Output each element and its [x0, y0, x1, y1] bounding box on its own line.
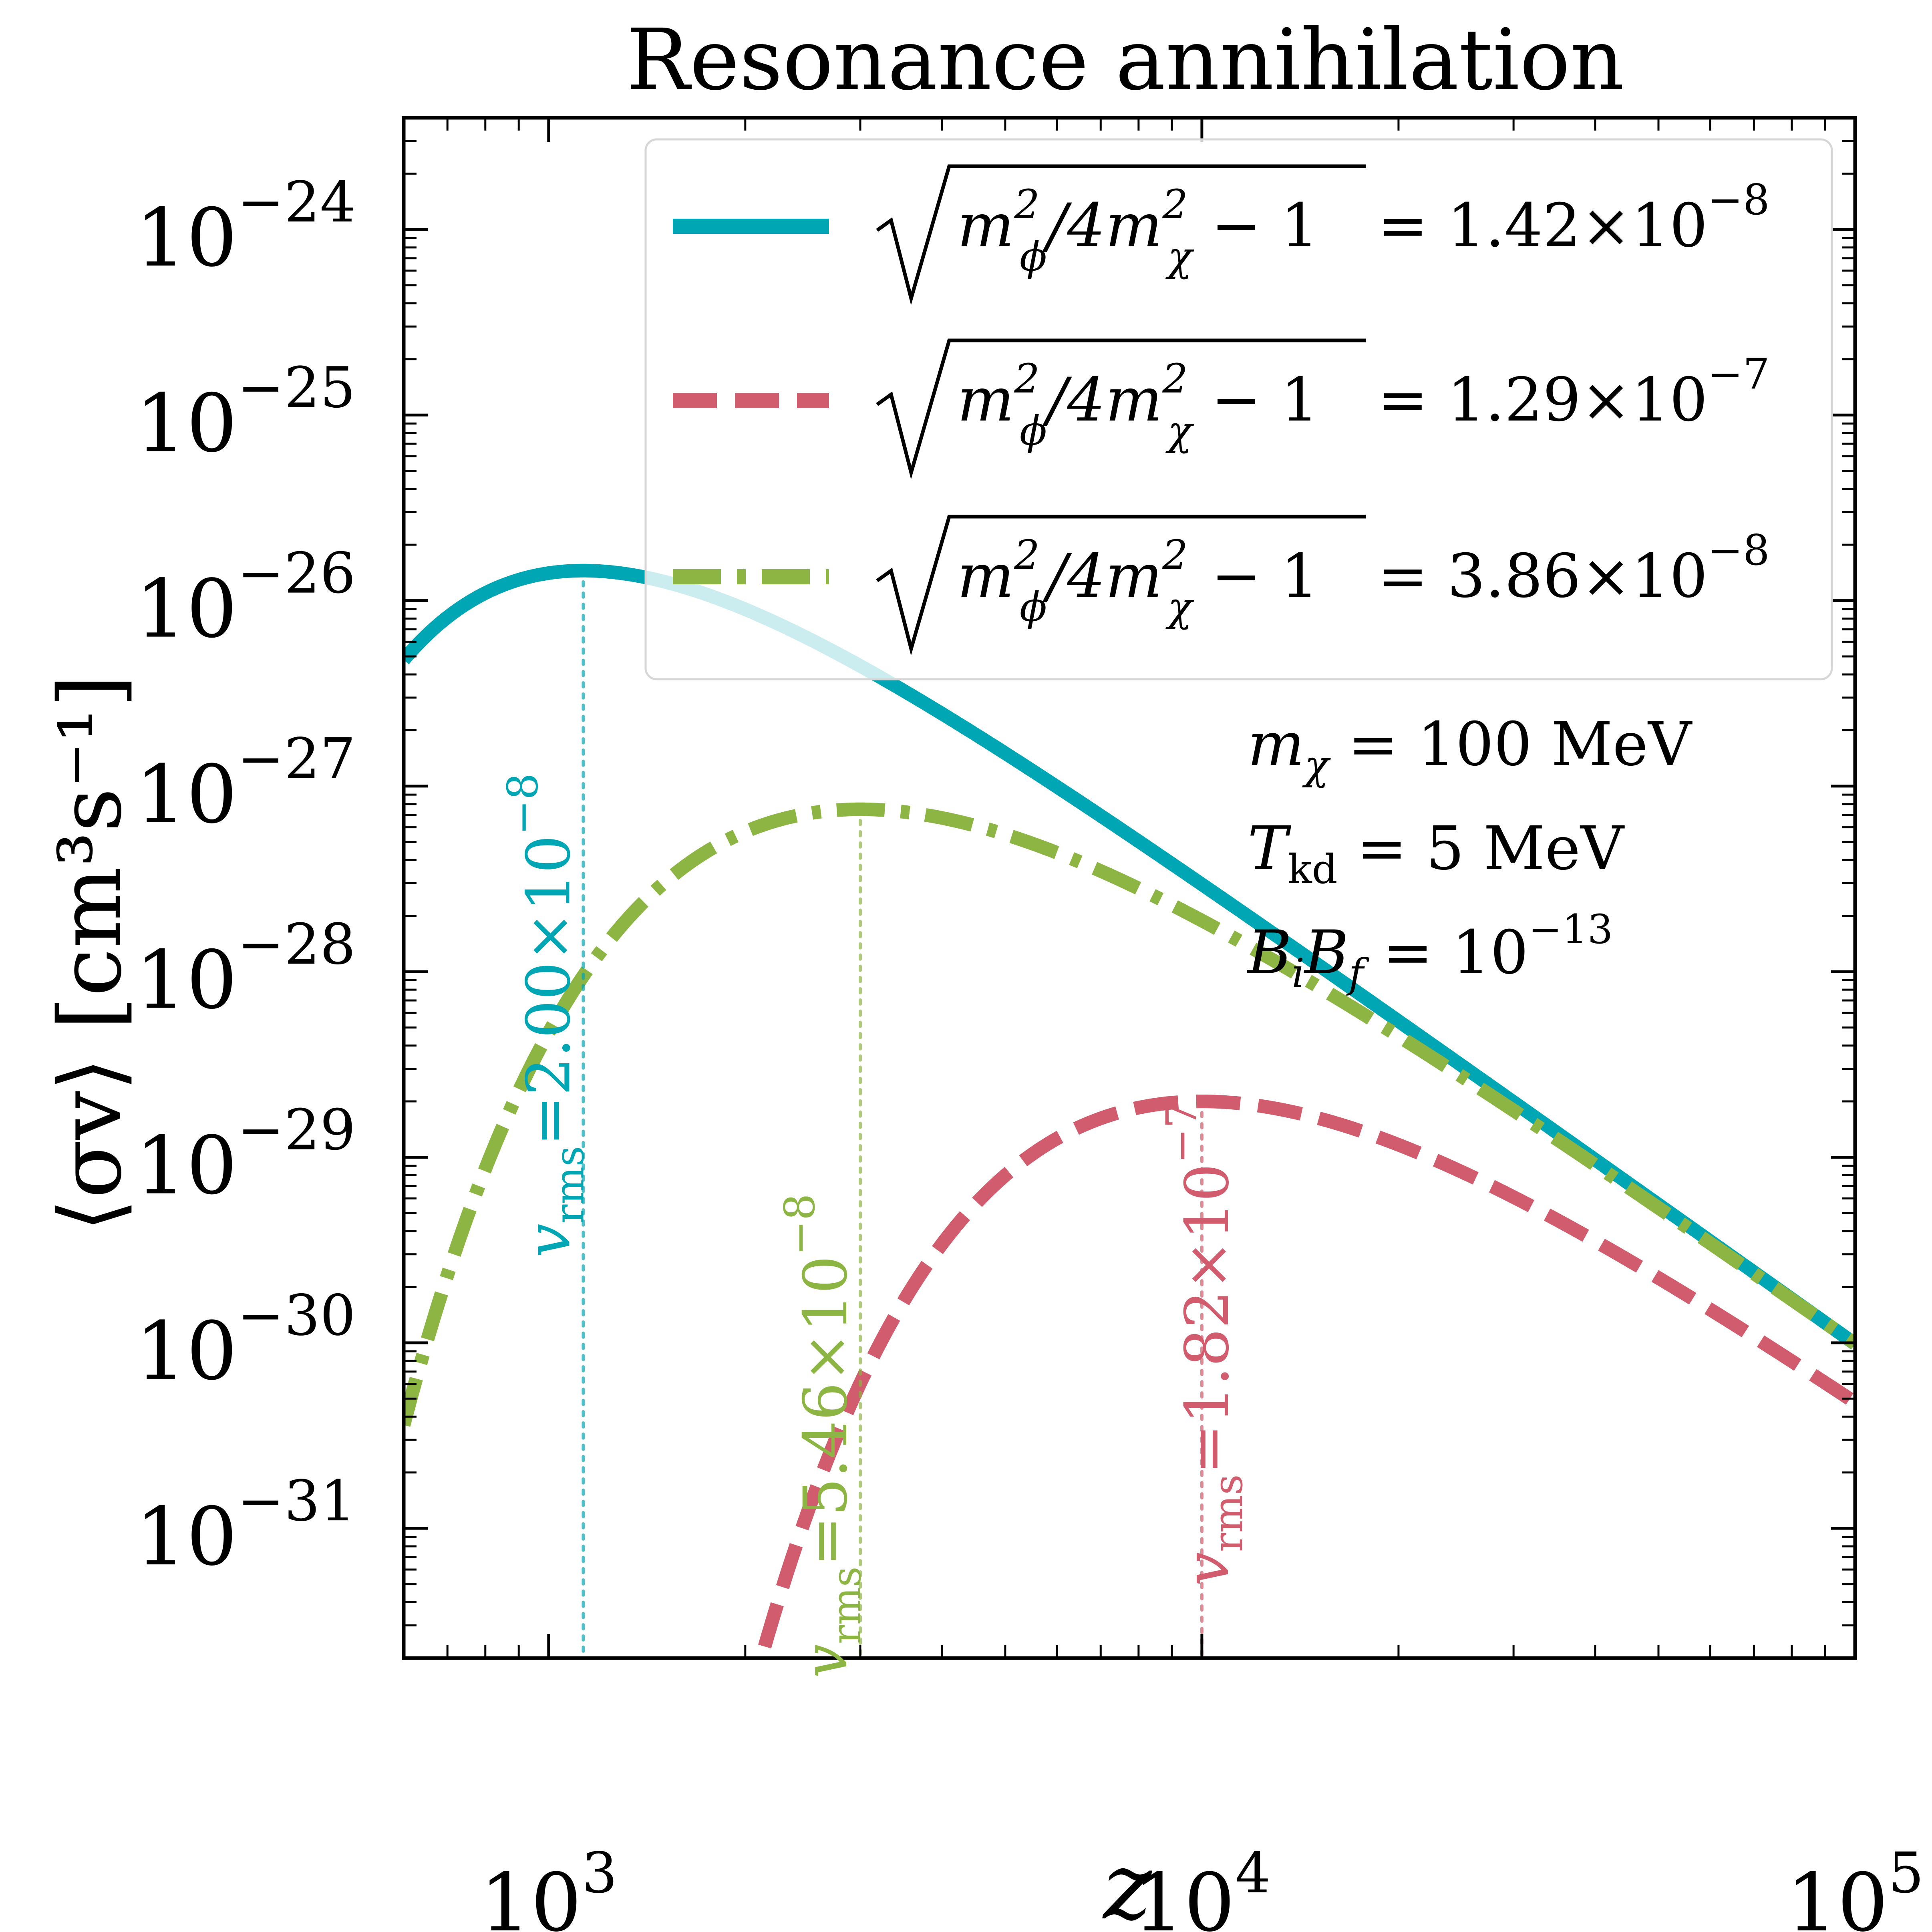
legend-expression-1: m2 ϕ/4m2 χ − 1 [957, 181, 1319, 280]
series-curve-3 [404, 802, 1855, 1427]
legend-value-3: = 3.86×10−8 [1378, 526, 1770, 611]
y-tick-label-6: 10−30 [135, 1283, 356, 1398]
legend-expression-3: m2 ϕ/4m2 χ − 1 [957, 531, 1319, 630]
y-axis-label: ⟨σv⟩ [cm³s⁻¹] [40, 674, 141, 1232]
y-tick-label-4: 10−28 [135, 912, 356, 1027]
vrms-label-2: vrms=1.82×10−7 [1157, 1101, 1252, 1586]
series-curve-2 [754, 1095, 1855, 1658]
y-tick-label-2: 10−26 [135, 541, 356, 656]
legend-radical-1 [876, 164, 1366, 306]
y-tick-label-0: 10−24 [135, 170, 356, 285]
y-tick-label-3: 10−27 [135, 727, 356, 841]
parameter-annotations: mχ = 100 MeV Tkd = 5 MeV BiBf = 10−13 [1246, 710, 1693, 997]
vrms-label-3: vrms=5.46×10−8 [775, 1193, 870, 1678]
y-tick-label-5: 10−29 [135, 1098, 356, 1213]
legend-value-1: = 1.42×10−8 [1378, 175, 1770, 261]
chart-title: Resonance annihilation [626, 11, 1624, 109]
y-tick-label-7: 10−31 [135, 1469, 356, 1584]
vrms-label-1: vrms=2.00×10−8 [498, 773, 593, 1258]
annotation-bi-bf: BiBf = 10−13 [1246, 906, 1613, 997]
x-tick-label-0: 103 [480, 1841, 618, 1932]
x-tick-label-1: 104 [1133, 1841, 1271, 1932]
legend-radical-3 [876, 515, 1366, 656]
x-tick-label-2: 105 [1786, 1841, 1924, 1932]
legend-expression-2: m2 ϕ/4m2 χ − 1 [957, 355, 1319, 454]
legend-radical-2 [876, 338, 1366, 480]
series-curve-1 [404, 564, 1855, 1350]
legend-value-2: = 1.29×10−7 [1378, 350, 1770, 435]
annotation-t-kd: Tkd = 5 MeV [1248, 814, 1625, 893]
x-axis-label: z [1102, 1833, 1152, 1932]
legend: m2 ϕ/4m2 χ − 1 = 1.42×10−8 m2 ϕ/4m2 χ − 1 = 1.2… [644, 138, 1833, 680]
plot-frame [402, 116, 1857, 1660]
annotation-m-chi: mχ = 100 MeV [1248, 710, 1693, 789]
y-tick-label-1: 10−25 [135, 355, 356, 470]
